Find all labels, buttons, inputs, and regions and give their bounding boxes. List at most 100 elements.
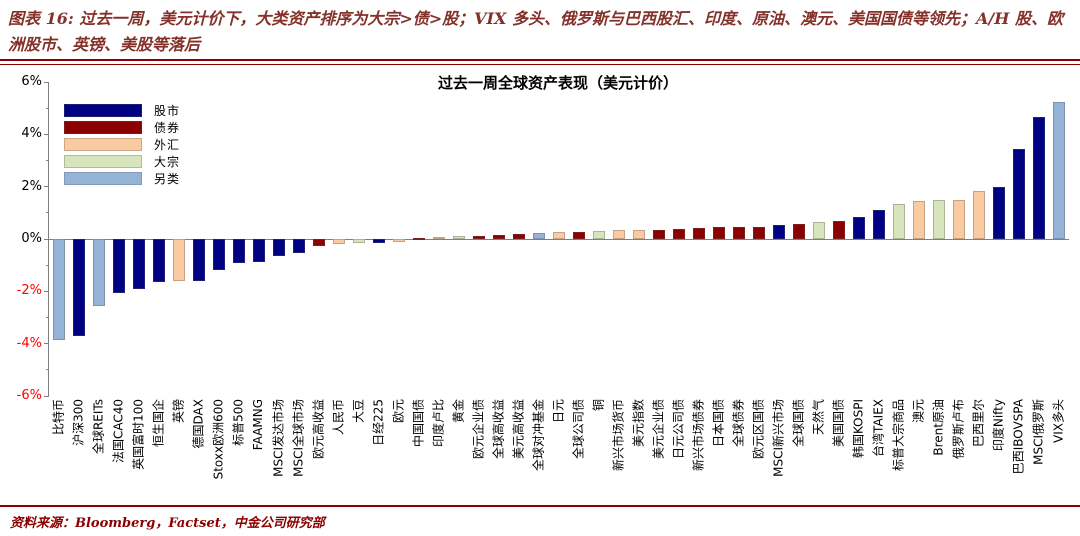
x-label-slot: 欧元 <box>388 398 408 502</box>
bar <box>813 222 825 239</box>
x-label-slot: 中国国债 <box>408 398 428 502</box>
x-axis-label: 美元高收益 <box>511 399 526 460</box>
x-axis-label: 印度卢比 <box>431 399 446 448</box>
x-axis-label: 美元企业债 <box>651 399 666 460</box>
x-label-slot: 美元高收益 <box>508 398 528 502</box>
bar-slot <box>89 82 109 396</box>
x-label-slot: 新兴市场债券 <box>688 398 708 502</box>
bar-slot <box>269 82 289 396</box>
bar-slot <box>389 82 409 396</box>
bar <box>353 239 365 244</box>
x-label-slot: Stoxx欧洲600 <box>208 398 228 502</box>
bar <box>153 239 165 283</box>
bar-slot <box>189 82 209 396</box>
bar-slot <box>289 82 309 396</box>
x-axis-label: 欧元高收益 <box>311 399 326 460</box>
x-label-slot: MSCI发达市场 <box>268 398 288 502</box>
x-axis-label: 英国富时100 <box>131 399 146 470</box>
bar-slot <box>249 82 269 396</box>
x-axis-label: 铜 <box>591 399 606 412</box>
figure-caption: 图表 16: 过去一周，美元计价下，大类资产排序为大宗>债>股；VIX 多头、俄… <box>8 9 1063 54</box>
x-label-slot: 全球对冲基金 <box>528 398 548 502</box>
x-axis-label: 天然气 <box>811 399 826 436</box>
legend-item: 大宗 <box>64 153 180 170</box>
bar-slot <box>629 82 649 396</box>
x-axis-label: 日元公司债 <box>671 399 686 460</box>
bar-slot <box>369 82 389 396</box>
bar <box>393 239 405 242</box>
bar <box>533 232 545 239</box>
x-axis-label: 欧元 <box>391 399 406 424</box>
bar <box>1013 149 1025 239</box>
x-axis-label: MSCI新兴市场 <box>771 399 786 477</box>
x-axis-label: 新兴市场货币 <box>611 399 626 472</box>
x-label-slot: 日元公司债 <box>668 398 688 502</box>
x-label-slot: 铜 <box>588 398 608 502</box>
bar <box>433 237 445 240</box>
x-axis-label: 美国国债 <box>831 399 846 448</box>
x-label-slot: 美国国债 <box>828 398 848 502</box>
x-axis-label: MSCI全球市场 <box>291 399 306 477</box>
bar-slot <box>1029 82 1049 396</box>
y-tick-mark <box>46 264 49 266</box>
y-tick-mark <box>46 317 49 318</box>
bar <box>53 239 65 340</box>
bar-slot <box>509 82 529 396</box>
bar-slot <box>209 82 229 396</box>
x-label-slot: MSCI新兴市场 <box>768 398 788 502</box>
x-axis-label: Brent原油 <box>931 399 946 456</box>
bar-slot <box>689 82 709 396</box>
y-tick-mark <box>46 212 49 214</box>
x-axis-label: 韩国KOSPI <box>851 399 866 459</box>
bar <box>633 230 645 239</box>
bar <box>793 223 805 239</box>
x-label-slot: 美元企业债 <box>648 398 668 502</box>
legend-item: 股市 <box>64 102 180 119</box>
y-tick-label: -6% <box>16 388 42 403</box>
bar-slot <box>469 82 489 396</box>
x-axis-label: 比特币 <box>51 399 66 436</box>
x-label-slot: VIX多头 <box>1048 398 1068 502</box>
source-note: 资料来源：Bloomberg，Factset，中金公司研究部 <box>0 505 1080 531</box>
x-label-slot: 日元 <box>548 398 568 502</box>
bar-slot <box>49 82 69 396</box>
y-tick-label: -2% <box>16 283 42 299</box>
x-axis-label: 美元指数 <box>631 399 646 448</box>
x-label-slot: 全球公司债 <box>568 398 588 502</box>
bar <box>453 236 465 239</box>
legend-item: 外汇 <box>64 136 180 153</box>
bar <box>753 226 765 239</box>
bar-slot <box>429 82 449 396</box>
x-axis-label: 法国CAC40 <box>111 399 126 464</box>
bar-slot <box>149 82 169 396</box>
bar <box>333 239 345 244</box>
x-axis-label: 标普大宗商品 <box>891 399 906 472</box>
chart-legend: 股市 债券 外汇 大宗 另类 <box>64 102 180 187</box>
x-axis-label: 巴西IBOVSPA <box>1011 399 1026 475</box>
bar-slot <box>749 82 769 396</box>
x-label-slot: 欧元高收益 <box>308 398 328 502</box>
chart-plot-area: 股市 债券 外汇 大宗 另类 6% 4% 2% 0% -2% -4% -6% <box>17 75 1069 403</box>
x-axis-label: 英镑 <box>171 399 186 424</box>
x-axis-label: FAAMNG <box>251 399 265 451</box>
y-tick-mark <box>46 160 49 161</box>
bar-slot <box>169 82 189 396</box>
bar <box>493 234 505 239</box>
bar-slot <box>1009 82 1029 396</box>
bar <box>993 187 1005 239</box>
bar <box>653 229 665 239</box>
bar <box>953 199 965 239</box>
x-label-slot: 黄金 <box>448 398 468 502</box>
bar-slot <box>829 82 849 396</box>
x-label-slot: 全球高收益 <box>488 398 508 502</box>
x-axis-label: 全球对冲基金 <box>531 399 546 472</box>
bar-slot <box>949 82 969 396</box>
bar-slot <box>989 82 1009 396</box>
x-axis-label: 黄金 <box>451 399 466 424</box>
bar-slot <box>529 82 549 396</box>
bar-slot <box>329 82 349 396</box>
x-axis-label: 中国国债 <box>411 399 426 448</box>
bar <box>593 231 605 239</box>
legend-swatch-icon <box>64 155 142 168</box>
bar-slot <box>569 82 589 396</box>
